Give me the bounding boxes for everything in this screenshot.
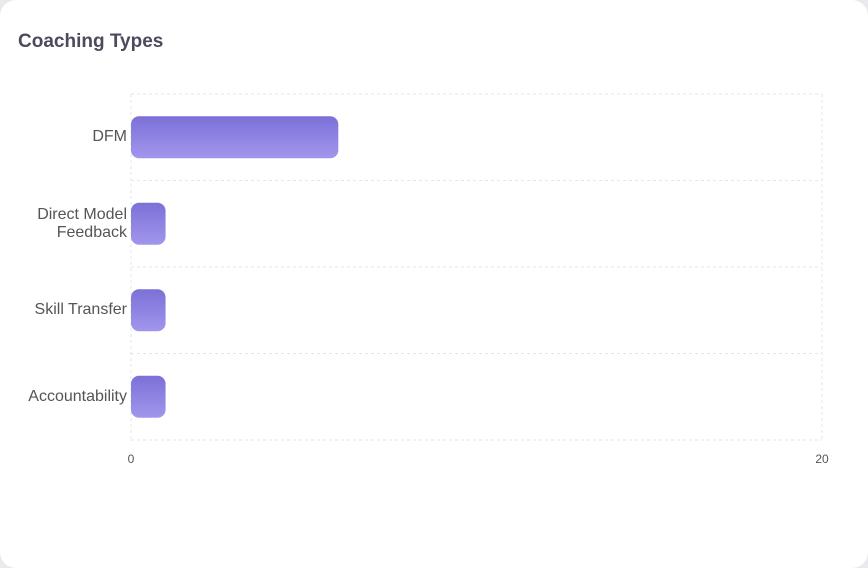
bar xyxy=(131,375,166,418)
x-tick-label: 20 xyxy=(815,452,829,466)
bar xyxy=(131,289,166,332)
y-tick-label: Direct Model Feedback xyxy=(37,205,127,241)
x-tick-label: 0 xyxy=(128,452,135,466)
y-tick-label: Accountability xyxy=(28,387,127,405)
bar xyxy=(131,116,339,159)
chart-title: Coaching Types xyxy=(18,31,164,52)
y-tick-label: Skill Transfer xyxy=(34,301,127,319)
y-tick-label: DFM xyxy=(92,128,127,146)
bar xyxy=(131,202,166,245)
